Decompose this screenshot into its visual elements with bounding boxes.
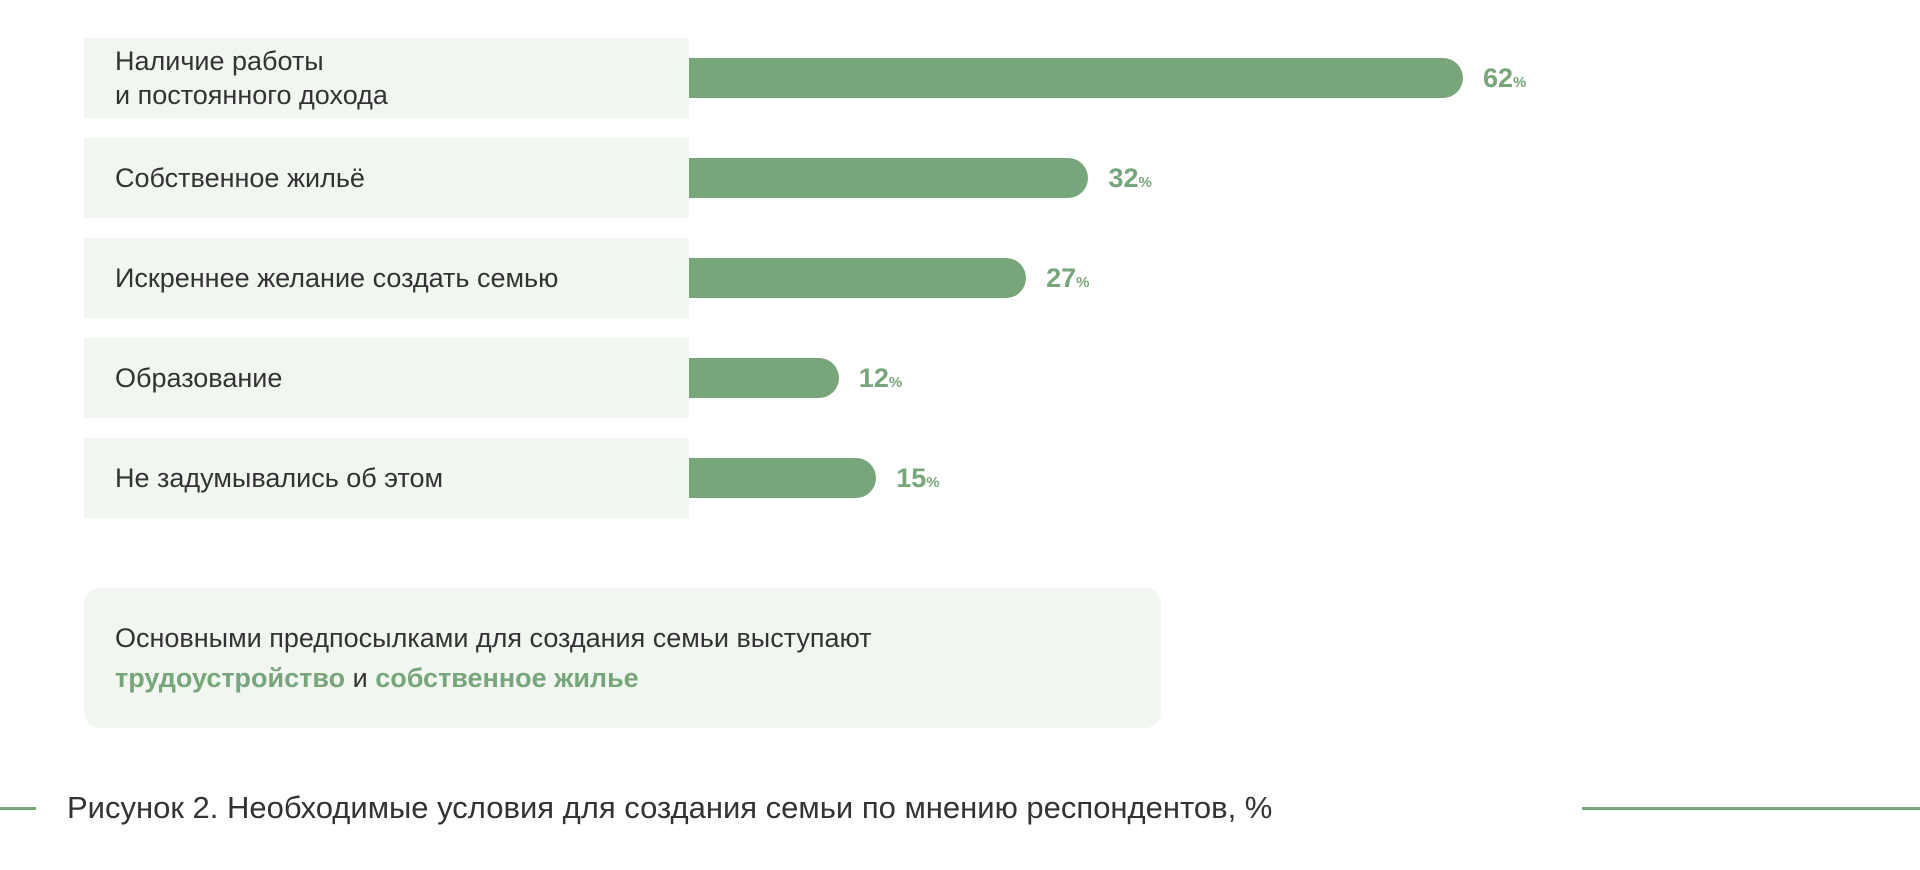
- callout-highlight-employment: трудоустройство: [115, 663, 346, 693]
- bar: [689, 258, 1027, 298]
- value-label: 27%: [1046, 258, 1089, 298]
- category-label: Искреннее желание создать семью: [115, 263, 559, 293]
- callout-text: Основными предпосылками для создания сем…: [115, 618, 872, 698]
- category-label-box: Не задумывались об этом: [84, 438, 689, 518]
- chart-row: Образование 12%: [84, 338, 1784, 418]
- value-label: 12%: [859, 358, 902, 398]
- category-label: Образование: [115, 363, 283, 393]
- value-label: 32%: [1108, 158, 1151, 198]
- value-number: 15: [896, 463, 927, 493]
- value-number: 62: [1483, 63, 1514, 93]
- bar: [689, 458, 877, 498]
- chart-row: Не задумывались об этом 15%: [84, 438, 1784, 518]
- category-label: Не задумывались об этом: [115, 463, 444, 493]
- bar: [689, 358, 839, 398]
- figure-caption: Рисунок 2. Необходимые условия для созда…: [67, 790, 1273, 825]
- category-label-box: Образование: [84, 338, 689, 418]
- callout-highlight-housing: собственное жилье: [375, 663, 639, 693]
- category-label-box: Собственное жильё: [84, 138, 689, 218]
- caption-line-right: [1582, 807, 1920, 810]
- value-suffix: %: [1138, 174, 1152, 191]
- value-suffix: %: [1513, 74, 1527, 91]
- caption-line-left: [0, 807, 36, 810]
- value-number: 32: [1108, 163, 1139, 193]
- summary-callout: Основными предпосылками для создания сем…: [84, 588, 1161, 728]
- bar: [689, 58, 1463, 98]
- category-label-box: Искреннее желание создать семью: [84, 238, 689, 318]
- callout-connector: и: [345, 663, 376, 693]
- bar: [689, 158, 1089, 198]
- value-label: 62%: [1483, 58, 1526, 98]
- chart-row: Собственное жильё 32%: [84, 138, 1784, 218]
- callout-text-main: Основными предпосылками для создания сем…: [115, 623, 872, 653]
- value-suffix: %: [888, 374, 903, 391]
- value-number: 12: [858, 363, 889, 393]
- value-suffix: %: [1076, 274, 1090, 291]
- chart-row: Наличие работы и постоянного дохода 62%: [84, 38, 1784, 118]
- chart-row: Искреннее желание создать семью 27%: [84, 238, 1784, 318]
- category-label: Наличие работы и постоянного дохода: [115, 46, 388, 110]
- value-number: 27: [1046, 263, 1077, 293]
- value-label: 15%: [896, 458, 939, 498]
- value-suffix: %: [926, 474, 940, 491]
- category-label-box: Наличие работы и постоянного дохода: [84, 38, 689, 118]
- category-label: Собственное жильё: [115, 163, 365, 193]
